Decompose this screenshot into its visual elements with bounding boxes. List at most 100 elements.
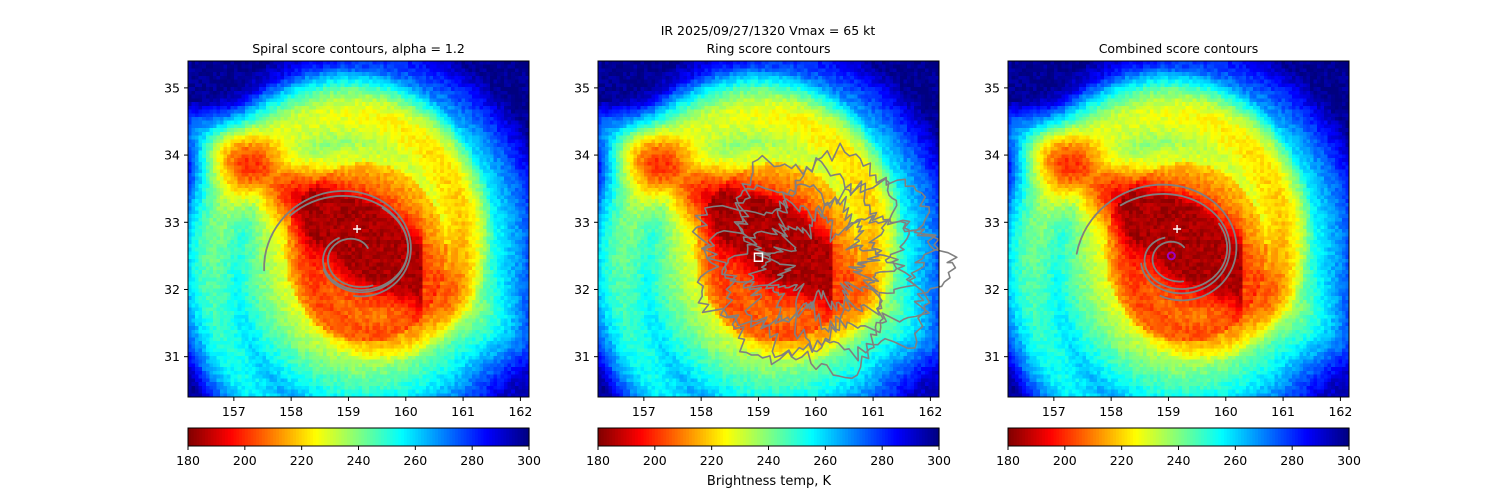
colorbar-segment — [669, 428, 673, 446]
contour-line-4 — [1075, 183, 1238, 302]
colorbar-segment — [338, 428, 343, 446]
colorbar-segment — [1169, 428, 1174, 446]
axes-frame — [187, 60, 530, 398]
colorbar-segment — [626, 428, 630, 446]
colorbar-segment — [466, 428, 470, 446]
x-tick-label: 161 — [451, 404, 475, 419]
colorbar-segment — [435, 428, 439, 446]
colorbar-segment — [1226, 428, 1231, 446]
colorbar-segment — [606, 428, 610, 446]
colorbar-segment — [449, 428, 453, 446]
y-tick-label: 32 — [164, 282, 180, 297]
colorbar-segment — [1144, 428, 1148, 446]
colorbar-segment — [737, 428, 741, 446]
colorbar-segment — [708, 428, 713, 446]
colorbar-segment — [455, 428, 459, 446]
colorbar-segment — [389, 428, 394, 446]
colorbar-segment — [432, 428, 436, 446]
colorbar-segment — [1115, 428, 1120, 446]
colorbar-segment — [349, 428, 354, 446]
x-tick-label: 160 — [804, 404, 828, 419]
x-tick-label: 159 — [747, 404, 771, 419]
colorbar-segment — [1090, 428, 1094, 446]
panel-title: Combined score contours — [1099, 41, 1259, 56]
colorbar-segment — [1343, 428, 1347, 446]
colorbar-segment — [276, 428, 280, 446]
colorbar-segment — [1133, 428, 1137, 446]
colorbar-segment — [927, 428, 932, 446]
colorbar-segment — [199, 428, 203, 446]
colorbar-segment — [426, 428, 431, 446]
colorbar-segment — [782, 428, 787, 446]
colorbar-segment — [318, 428, 323, 446]
colorbar-segment — [486, 428, 490, 446]
colorbar-segment — [1036, 428, 1040, 446]
colorbar-segment — [731, 428, 735, 446]
colorbar-tick-label: 220 — [700, 453, 724, 468]
colorbar-segment — [916, 428, 920, 446]
colorbar-segment — [321, 428, 325, 446]
colorbar-segment — [1309, 428, 1313, 446]
colorbar-segment — [598, 428, 602, 446]
colorbar-segment — [216, 428, 220, 446]
colorbar-segment — [1212, 428, 1217, 446]
colorbar-segment — [523, 428, 527, 446]
colorbar-segment — [1130, 428, 1134, 446]
colorbar-segment — [697, 428, 701, 446]
colorbar-segment — [463, 428, 468, 446]
center-plus-marker — [353, 225, 362, 233]
colorbar-segment — [751, 428, 755, 446]
colorbar-segment — [1044, 428, 1049, 446]
colorbar-segment — [836, 428, 841, 446]
colorbar-segment — [910, 428, 915, 446]
colorbar-segment — [511, 428, 516, 446]
colorbar-segment — [310, 428, 314, 446]
colorbar-segment — [239, 428, 243, 446]
colorbar-segment — [1241, 428, 1245, 446]
colorbar-segment — [196, 428, 200, 446]
colorbar-segment — [492, 428, 496, 446]
axes-frame — [597, 60, 940, 398]
colorbar-segment — [193, 428, 198, 446]
colorbar-segment — [1266, 428, 1271, 446]
colorbar-segment — [921, 428, 926, 446]
combined-center-circle-marker — [1166, 251, 1176, 261]
colorbar-segment — [188, 428, 192, 446]
y-tick-label: 31 — [164, 349, 180, 364]
colorbar-segment — [703, 428, 707, 446]
colorbar-segment — [406, 428, 411, 446]
colorbar-segment — [1238, 428, 1242, 446]
colorbar-segment — [1047, 428, 1052, 446]
colorbar-segment — [1235, 428, 1239, 446]
colorbar-segment — [859, 428, 863, 446]
colorbar-segment — [831, 428, 835, 446]
colorbar-segment — [415, 428, 419, 446]
colorbar-segment — [1295, 428, 1299, 446]
x-tick-label: 157 — [222, 404, 246, 419]
colorbar-segment — [1121, 428, 1126, 446]
colorbar-segment — [1113, 428, 1117, 446]
colorbar-segment — [1221, 428, 1225, 446]
y-tick-label: 34 — [574, 148, 590, 163]
colorbar-segment — [403, 428, 408, 446]
colorbar-tick-label: 280 — [460, 453, 484, 468]
colorbar-segment — [233, 428, 237, 446]
colorbar-segment — [480, 428, 485, 446]
colorbar-segment — [494, 428, 499, 446]
ring-contour-4 — [702, 157, 940, 362]
colorbar-segment — [1260, 428, 1265, 446]
contour-line-1 — [327, 237, 374, 288]
colorbar-segment — [680, 428, 684, 446]
colorbar-segment — [1286, 428, 1290, 446]
colorbar-segment — [421, 428, 425, 446]
colorbar-segment — [1249, 428, 1253, 446]
colorbar-segment — [313, 428, 317, 446]
colorbar-segment — [364, 428, 368, 446]
colorbar-tick-label: 260 — [403, 453, 427, 468]
colorbar-tick-label: 240 — [347, 453, 371, 468]
colorbar-label: Brightness temp, K — [707, 474, 832, 489]
colorbar-segment — [247, 428, 252, 446]
colorbar-segment — [1067, 428, 1072, 446]
y-tick-label: 32 — [574, 282, 590, 297]
colorbar-segment — [1331, 428, 1336, 446]
